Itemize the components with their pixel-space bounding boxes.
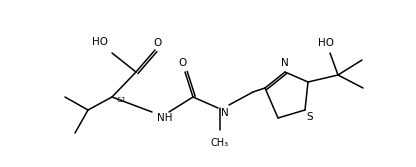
Text: O: O	[153, 38, 161, 48]
Text: N: N	[281, 58, 289, 68]
Text: S: S	[307, 112, 313, 122]
Text: N: N	[221, 108, 229, 118]
Text: NH: NH	[157, 113, 173, 123]
Text: O: O	[178, 58, 186, 68]
Text: HO: HO	[92, 37, 108, 47]
Text: HO: HO	[318, 38, 334, 48]
Text: &1: &1	[116, 97, 126, 103]
Text: CH₃: CH₃	[211, 138, 229, 148]
